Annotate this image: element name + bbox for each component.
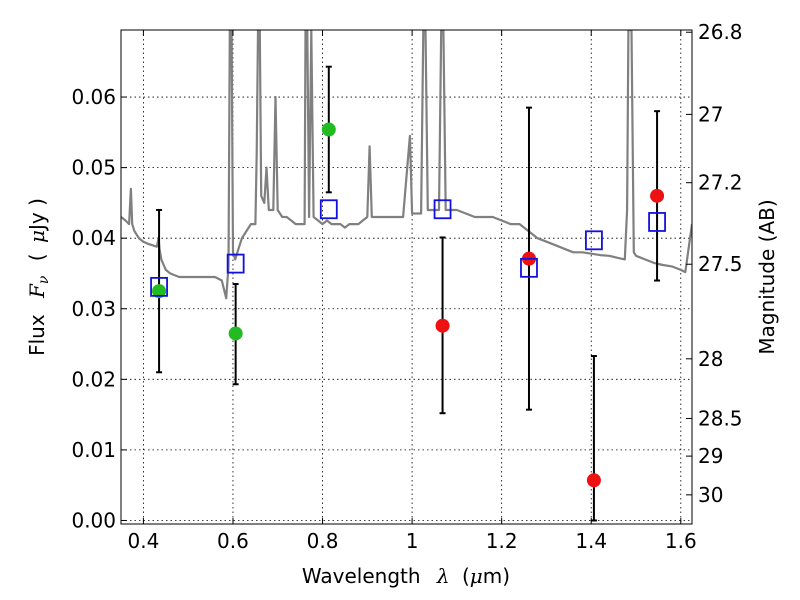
y-tick-label: 0.04 (71, 226, 116, 250)
right-tick-label: 27 (698, 102, 723, 126)
y-tick-label: 0.06 (71, 85, 116, 109)
x-axis-title-symbol: λ (436, 564, 450, 588)
right-tick-label: 30 (698, 483, 723, 507)
right-tick-label: 29 (698, 444, 723, 468)
x-tick-label: 1 (406, 529, 419, 553)
x-tick-label: 1.6 (665, 529, 697, 553)
y-tick-label: 0.02 (71, 367, 116, 391)
square-marker (319, 199, 338, 220)
y-tick-label: 0.01 (71, 438, 116, 462)
y-axis-title-open: ( (25, 253, 49, 261)
x-axis-title-prefix: Wavelength (302, 564, 421, 588)
x-axis-title-unit-text: m) (483, 564, 510, 588)
right-tick-label: 28.5 (698, 406, 743, 430)
plot-area (121, 30, 692, 522)
model-spectrum-line (121, 30, 692, 300)
y-axis-title: Flux Fν ( μJy ) (25, 198, 53, 356)
x-axis-title-unit-symbol: μ (470, 564, 483, 588)
square-marker (150, 276, 168, 297)
y-axis-title-unit-text: Jy ) (25, 198, 49, 232)
x-tick-label: 1.4 (575, 529, 607, 553)
x-axis-title: Wavelength λ (μm) (302, 564, 510, 588)
y-tick-label: 0.00 (71, 508, 116, 532)
square-marker (226, 253, 245, 274)
y-tick-label: 0.05 (71, 156, 116, 180)
square-marker (433, 199, 452, 220)
y-axis-title-unit-symbol: μ (25, 230, 49, 243)
y-axis-title-symbol: F (25, 283, 49, 299)
right-tick-label: 27.5 (698, 252, 743, 276)
y-tick-label: 0.03 (71, 297, 116, 321)
x-axis-title-open: ( (462, 564, 470, 588)
x-tick-label: 0.4 (127, 529, 159, 553)
square-marker (585, 230, 603, 251)
circle-marker (321, 122, 336, 137)
circle-marker (650, 188, 665, 203)
axis-ticks: 0.4 0.6 0.8 1 1.2 1.4 1.6 0.00 0.01 0.02 0.03 0.04 0… (71, 20, 742, 553)
y-axis-title-subscript: ν (36, 275, 52, 284)
x-tick-label: 0.8 (307, 529, 339, 553)
square-marker (648, 212, 666, 232)
square-marker (520, 257, 538, 278)
grid (121, 30, 692, 524)
right-axis-title: Magnitude (AB) (755, 199, 779, 354)
right-tick-label: 27.2 (698, 171, 743, 195)
x-tick-label: 1.2 (486, 529, 518, 553)
circle-marker (228, 326, 243, 341)
x-tick-label: 0.6 (217, 529, 249, 553)
right-tick-label: 28 (698, 347, 723, 371)
y-axis-title-prefix: Flux (25, 314, 49, 356)
circle-marker (586, 473, 601, 488)
data-points (150, 65, 666, 522)
plot-frame (120, 29, 693, 525)
circle-marker (152, 284, 167, 299)
right-tick-label: 26.8 (698, 20, 743, 44)
circle-marker (435, 318, 450, 333)
model-spectrum (121, 30, 692, 300)
